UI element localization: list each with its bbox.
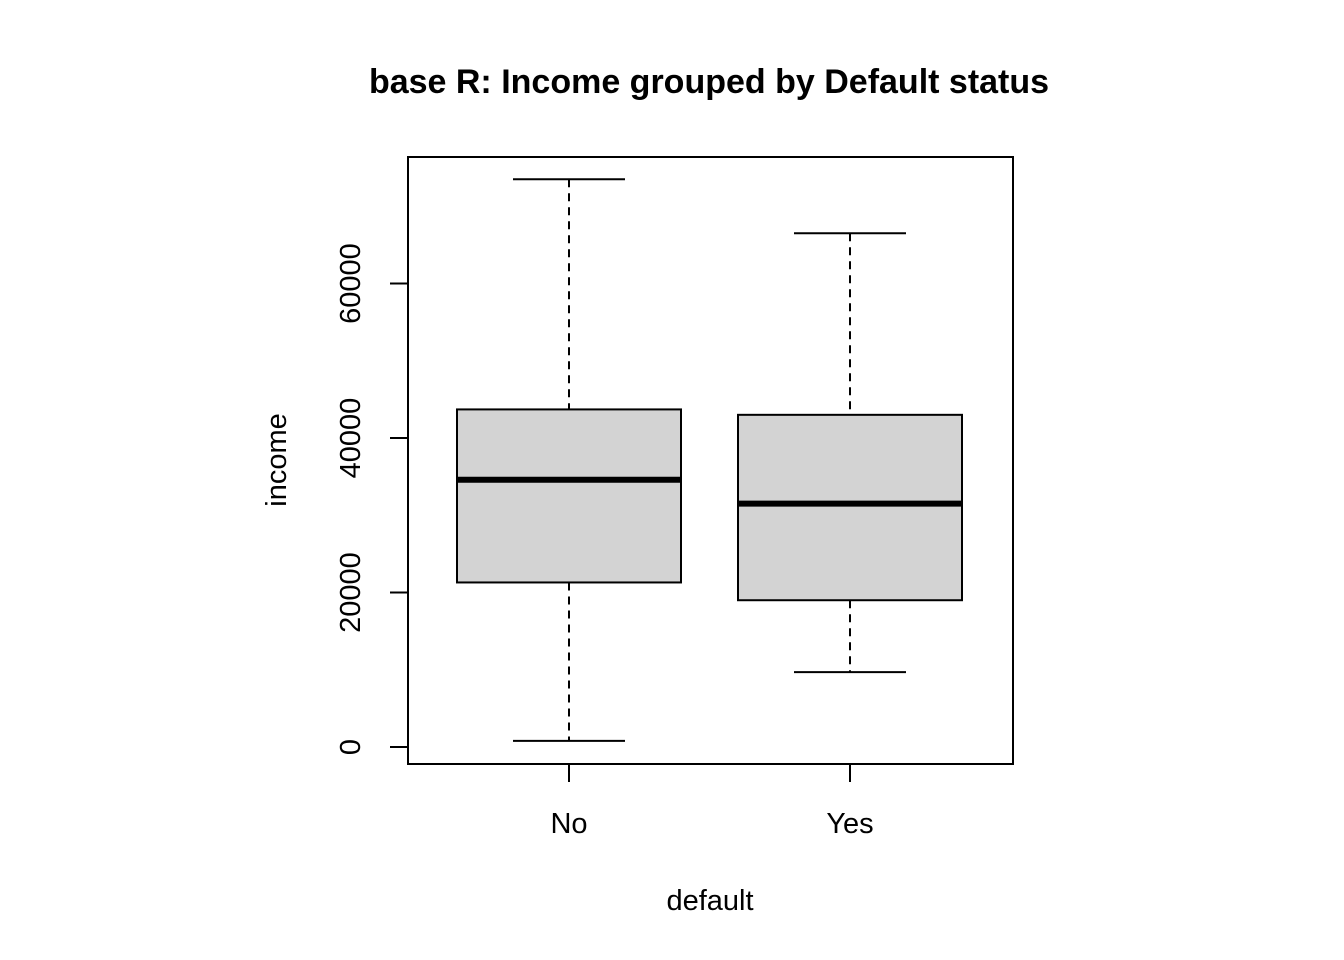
box-group-yes — [737, 232, 963, 674]
box-yes — [737, 413, 963, 602]
y-tick-label-0: 0 — [335, 739, 367, 755]
x-tick-label-no: No — [550, 808, 587, 840]
boxes-layer — [456, 178, 963, 742]
y-tick-label-40000: 40000 — [335, 398, 367, 479]
y-axis-title: income — [261, 413, 293, 507]
box-group-no — [456, 178, 682, 742]
y-tick-label-60000: 60000 — [335, 243, 367, 324]
y-axis: 0 20000 40000 60000 — [335, 243, 409, 755]
x-tick-label-yes: Yes — [826, 808, 873, 840]
box-no — [456, 408, 682, 584]
x-axis-title: default — [666, 885, 753, 917]
y-tick-label-20000: 20000 — [335, 552, 367, 633]
chart-title: base R: Income grouped by Default status — [369, 63, 1049, 101]
x-axis: No Yes — [550, 764, 874, 840]
